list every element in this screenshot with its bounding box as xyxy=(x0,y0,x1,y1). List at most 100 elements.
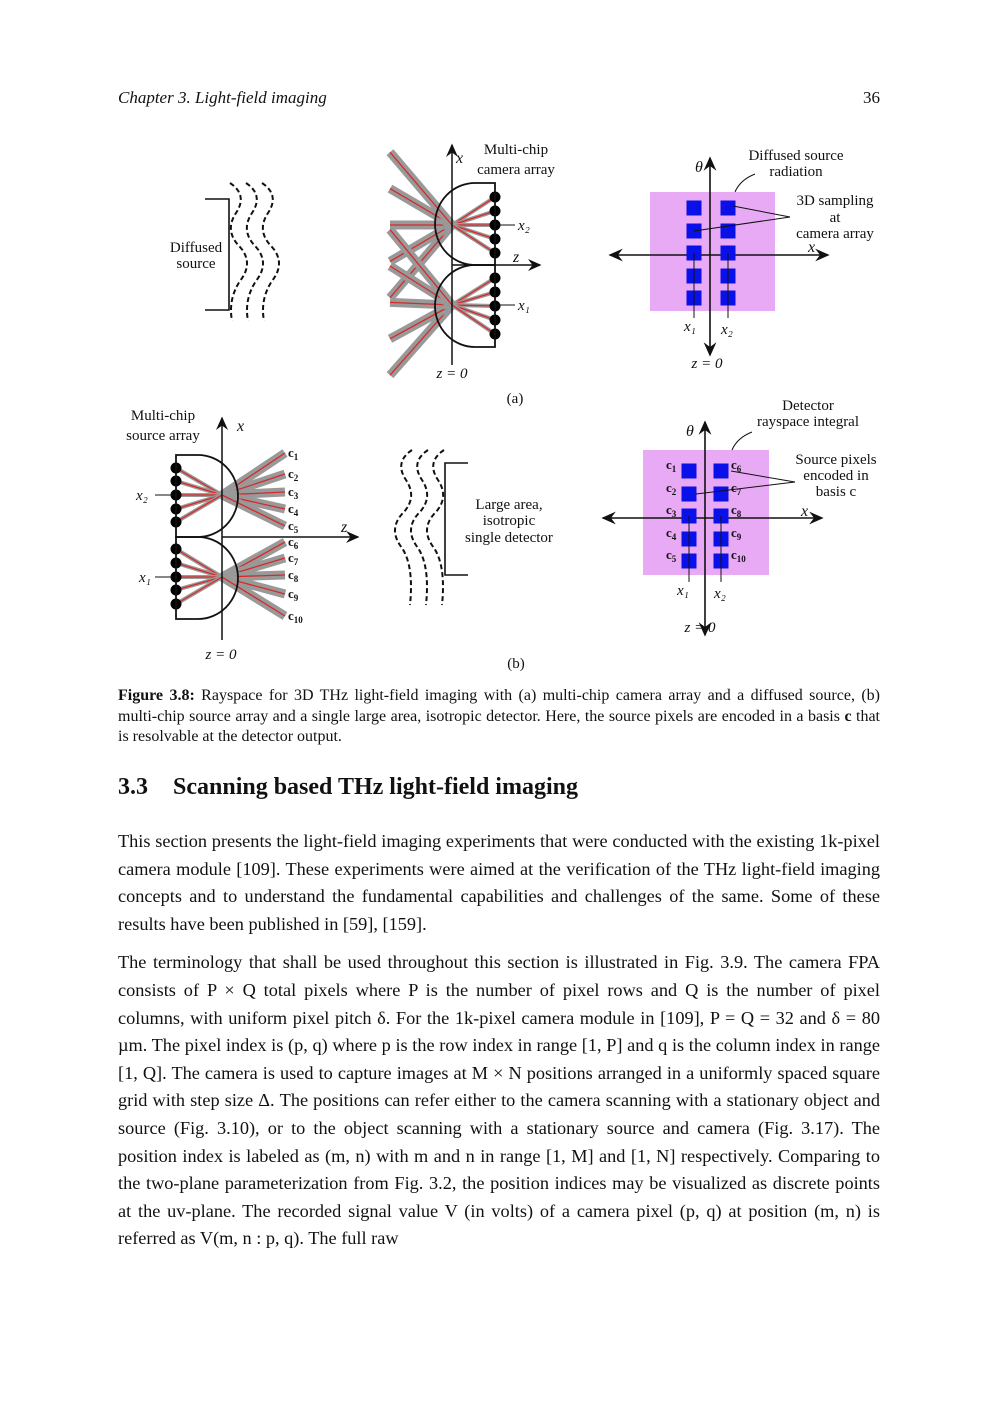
rayspace-z0-label-b: z = 0 xyxy=(684,620,716,636)
ray xyxy=(389,229,453,306)
rayspace-x2-label-b: x₂ xyxy=(713,586,726,602)
sample-square xyxy=(720,223,736,239)
code-label: c9 xyxy=(288,586,299,603)
sample-square xyxy=(713,463,729,479)
rayspace-region-b xyxy=(643,450,769,575)
rayspace-z0-label: z = 0 xyxy=(691,356,723,372)
axis-label-x-b: x xyxy=(236,418,244,435)
section-number: 3.3 xyxy=(118,774,148,800)
rayspace-code-label: c2 xyxy=(666,480,677,497)
rayspace-code-label: c4 xyxy=(666,525,677,542)
code-label: c6 xyxy=(288,534,299,551)
code-label: c10 xyxy=(288,608,303,625)
rayspace-x-label: x xyxy=(807,239,815,256)
section-title: Scanning based THz light-field imaging xyxy=(173,774,578,800)
lens-lower-b xyxy=(175,536,239,620)
paragraph: This section presents the light-field im… xyxy=(118,831,880,934)
z0-label-b: z = 0 xyxy=(205,647,237,663)
code-label: c7 xyxy=(288,550,299,567)
chapter-title: Chapter 3. Light-field imaging xyxy=(118,88,327,107)
ray xyxy=(175,494,223,523)
axis-label-x: x xyxy=(455,150,463,167)
rayspace-region-a xyxy=(650,192,775,311)
theta-label: θ xyxy=(695,159,703,176)
code-label: c3 xyxy=(288,484,299,501)
code-label: c4 xyxy=(288,501,299,518)
sampling-label: 3D sampling at camera array xyxy=(796,193,874,242)
code-label: c1 xyxy=(288,445,299,462)
rayspace-x2-label: x₂ xyxy=(720,322,733,338)
paragraph: The terminology that shall be used throu… xyxy=(118,952,880,1249)
lens-upper xyxy=(434,182,496,266)
ray xyxy=(221,494,286,527)
lens-lower xyxy=(434,264,496,348)
ray xyxy=(451,304,496,335)
ray xyxy=(175,576,223,591)
rayspace-code-label: c3 xyxy=(666,502,677,519)
body-text: This section presents the light-field im… xyxy=(118,828,880,1264)
diffused-source-waves xyxy=(229,182,280,322)
theta-label-b: θ xyxy=(686,423,694,440)
ray xyxy=(451,224,496,254)
ray xyxy=(451,291,496,306)
subfigure-label-b: (b) xyxy=(507,656,525,672)
sample-square xyxy=(720,200,736,216)
ray xyxy=(389,301,453,306)
encoded-label: Source pixels encoded in basis c xyxy=(795,452,876,500)
ray xyxy=(451,210,496,226)
lens-upper-b xyxy=(175,454,239,538)
code-label: c2 xyxy=(288,466,299,483)
code-label: c8 xyxy=(288,567,299,584)
caption-text: Rayspace for 3D THz light-field imaging … xyxy=(118,687,880,725)
detector-label: Large area, isotropic single detector xyxy=(465,497,553,546)
axis-label-z-b: z xyxy=(340,519,348,536)
ray xyxy=(389,151,453,226)
caption-label: Figure 3.8: xyxy=(118,687,195,704)
ray xyxy=(175,548,223,578)
page-header: Chapter 3. Light-field imaging 36 xyxy=(118,88,880,108)
rayspace-x-label-b: x xyxy=(800,503,808,520)
axis-label-z: z xyxy=(512,249,520,266)
radiation-label: Diffused source radiation xyxy=(748,148,843,180)
rayspace-x1-label-b: x₁ xyxy=(676,583,689,599)
rayspace-code-label: c5 xyxy=(666,547,677,564)
sample-square xyxy=(686,200,702,216)
x2-label-b: x₂ xyxy=(135,488,148,504)
detector-bracket xyxy=(444,462,468,576)
sample-square xyxy=(681,486,697,502)
ray xyxy=(389,304,453,340)
ray xyxy=(175,480,223,496)
ray xyxy=(175,562,223,578)
ray xyxy=(451,304,496,307)
ray xyxy=(451,277,496,306)
x1-label: x₁ xyxy=(517,298,530,314)
ray xyxy=(175,467,223,496)
rayspace-code-label: c6 xyxy=(731,457,742,474)
sample-square xyxy=(681,463,697,479)
x1-label-b: x₁ xyxy=(138,570,151,586)
source-array-label: Multi-chip source array xyxy=(126,408,200,444)
diffused-source-label: Diffused source xyxy=(170,240,223,272)
rayspace-code-label: c1 xyxy=(666,457,677,474)
camera-array-label: Multi-chip camera array xyxy=(477,142,555,178)
integral-label: Detector rayspace integral xyxy=(757,398,859,430)
sample-square xyxy=(713,486,729,502)
source-bracket xyxy=(205,198,230,311)
detector-waves xyxy=(394,449,445,606)
caption-symbol: c xyxy=(844,707,852,725)
ray xyxy=(389,224,453,262)
subfigure-label-a: (a) xyxy=(507,391,524,407)
rayspace-code-label: c8 xyxy=(731,502,742,519)
rayspace-code-label: c7 xyxy=(731,480,742,497)
figure-caption: Figure 3.8: Rayspace for 3D THz light-fi… xyxy=(118,686,880,748)
ray xyxy=(221,576,286,617)
section-heading: 3.3 Scanning based THz light-field imagin… xyxy=(118,774,578,801)
rayspace-x1-label: x₁ xyxy=(683,319,696,335)
figure-3-8: Diffused source x z z = 0 x₂ x₁ Multi-chi… xyxy=(126,142,877,672)
page-number: 36 xyxy=(863,88,880,107)
ray xyxy=(389,304,453,376)
rayspace-code-label: c9 xyxy=(731,525,742,542)
z0-label: z = 0 xyxy=(436,366,468,382)
ray xyxy=(175,576,223,605)
x2-label: x₂ xyxy=(517,218,530,234)
